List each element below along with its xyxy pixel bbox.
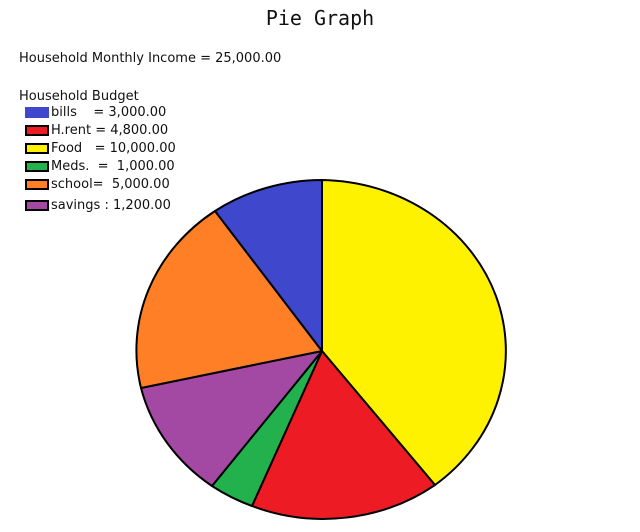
legend-label: H.rent = 4,800.00 <box>51 122 169 138</box>
legend-swatch-rent <box>25 124 49 136</box>
income-label: Household Monthly Income = 25,000.00 <box>19 51 282 66</box>
legend-item-rent: H.rent = 4,800.00 <box>25 122 168 138</box>
slice-savings <box>140 350 323 487</box>
legend-item-school: school= 5,000.00 <box>25 176 170 192</box>
legend-swatch-bills <box>25 106 49 118</box>
legend-label: Meds. = 1,000.00 <box>51 158 175 174</box>
legend-item-savings: savings : 1,200.00 <box>25 197 171 213</box>
slice-rent <box>251 350 436 520</box>
legend-swatch-meds <box>25 160 49 172</box>
legend-label: Food = 10,000.00 <box>51 140 176 156</box>
legend-item-food: Food = 10,000.00 <box>25 140 176 156</box>
legend-swatch-savings <box>25 199 49 211</box>
legend-item-bills: bills = 3,000.00 <box>25 104 166 120</box>
legend-label: bills = 3,000.00 <box>51 104 167 120</box>
legend-swatch-school <box>25 178 49 190</box>
slice-bills <box>214 179 323 352</box>
slice-food <box>321 179 507 486</box>
legend-label: savings : 1,200.00 <box>51 197 171 213</box>
chart-title: Pie Graph <box>265 6 375 30</box>
slice-school <box>135 210 323 389</box>
legend-swatch-food <box>25 142 49 154</box>
legend-label: school= 5,000.00 <box>51 176 170 192</box>
legend-heading: Household Budget <box>19 89 139 104</box>
legend-item-meds: Meds. = 1,000.00 <box>25 158 175 174</box>
